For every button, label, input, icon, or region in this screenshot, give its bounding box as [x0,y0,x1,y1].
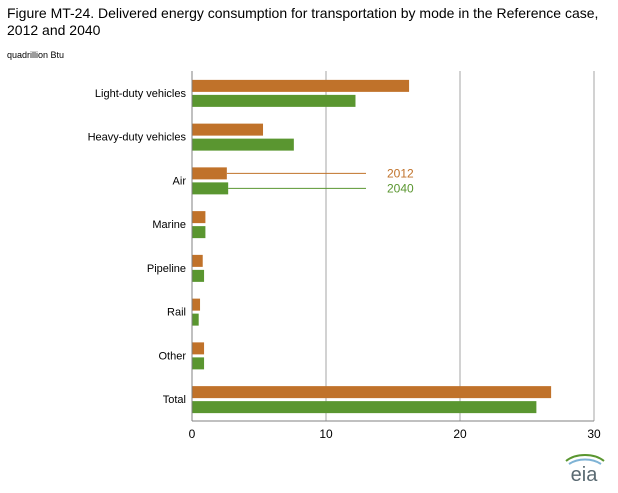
bar-2012 [192,123,264,136]
x-tick-label: 0 [189,427,196,441]
bar-2040 [192,269,205,282]
eia-logo: eia [560,452,608,486]
bar-2012 [192,167,227,180]
category-label: Air [173,175,187,187]
bar-2040 [192,401,537,414]
bar-2012 [192,342,205,355]
bar-2012 [192,298,201,311]
x-tick-label: 30 [587,427,601,441]
bar-2012 [192,386,552,399]
x-tick-label: 20 [453,427,467,441]
legend-label-2012: 2012 [387,166,414,180]
category-labels: Light-duty vehicles Heavy-duty vehicles Ai… [88,88,187,406]
legend-label-2040: 2040 [387,181,414,195]
x-axis-ticks: 0 10 20 30 [189,427,601,441]
bar-2040 [192,94,356,107]
category-label: Total [163,394,186,406]
category-label: Pipeline [147,263,186,275]
category-label: Light-duty vehicles [95,88,187,100]
bar-2040 [192,226,206,239]
gridlines [325,71,595,421]
bar-2040 [192,313,199,326]
bar-2012 [192,79,410,92]
x-tick-label: 10 [319,427,333,441]
category-label: Heavy-duty vehicles [88,132,187,144]
bar-2040 [192,138,294,151]
unit-label: quadrillion Btu [7,50,65,60]
bars [192,79,552,414]
category-label: Marine [152,219,186,231]
bar-2040 [192,357,205,370]
bar-2012 [192,254,203,267]
chart-title: Figure MT-24. Delivered energy consumpti… [7,5,599,38]
category-label: Other [158,350,186,362]
bar-2012 [192,211,206,224]
bar-2040 [192,182,229,195]
logo-text: eia [571,464,599,484]
category-label: Rail [167,307,186,319]
